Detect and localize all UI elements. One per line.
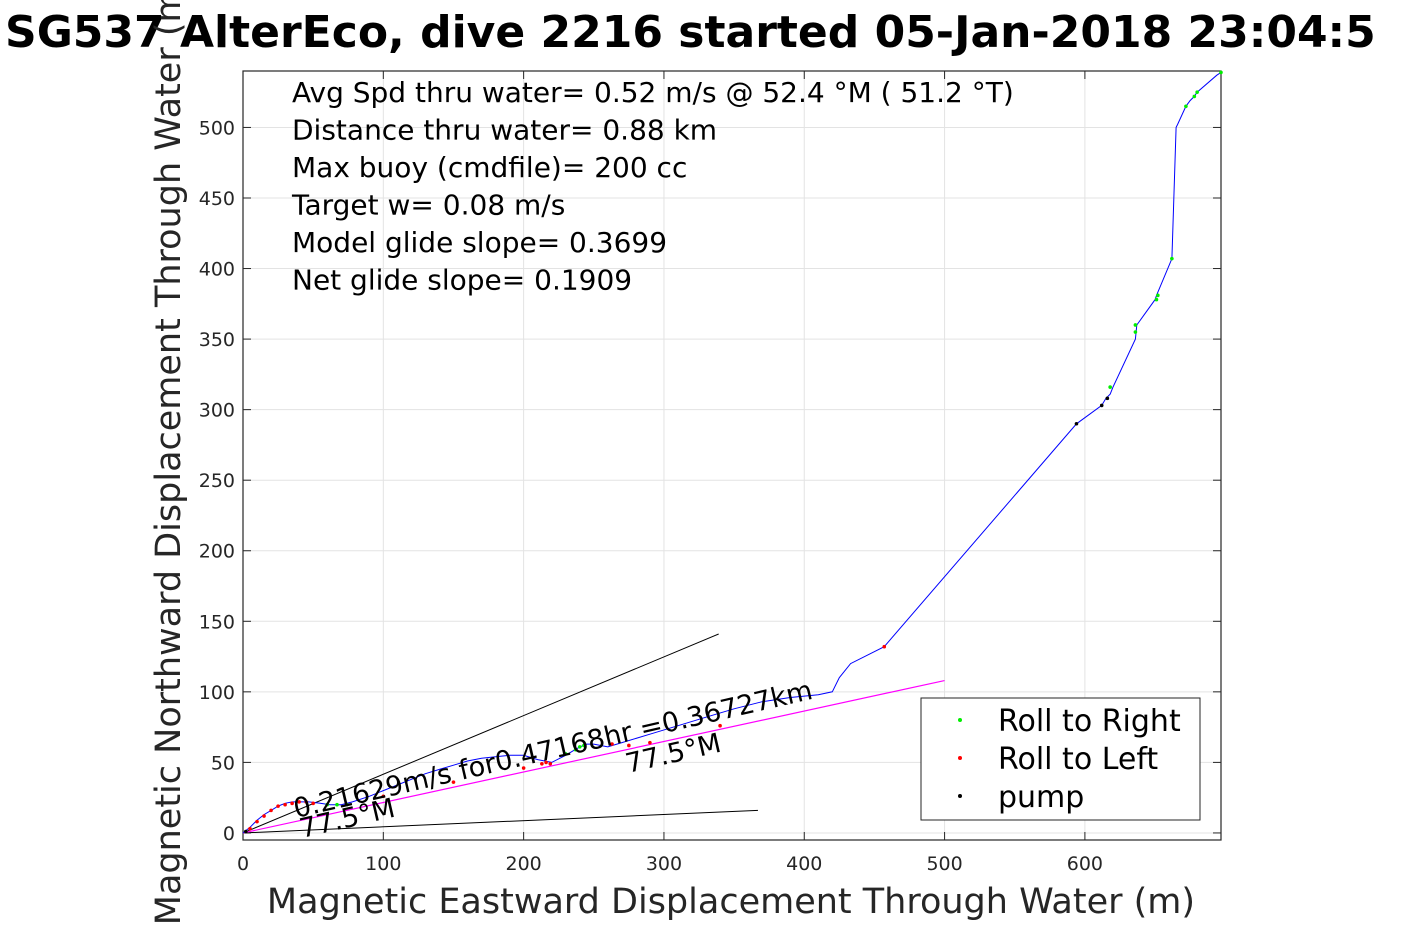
roll-right-legend-marker <box>958 718 962 722</box>
legend-label: Roll to Right <box>998 704 1181 739</box>
roll-right-point <box>345 802 349 807</box>
roll-right-point <box>1184 104 1188 109</box>
info-line: Net glide slope= 0.1909 <box>292 264 632 297</box>
guide-line <box>242 633 719 834</box>
roll-right-point <box>563 752 568 756</box>
y-tick-label: 100 <box>199 682 235 704</box>
roll-right-point <box>1195 90 1199 94</box>
y-tick-label: 200 <box>199 541 235 563</box>
roll-left-point <box>290 801 294 806</box>
roll-right-point <box>325 802 329 807</box>
info-line: Avg Spd thru water= 0.52 m/s @ 52.4 °M (… <box>292 76 1014 109</box>
roll-right-point <box>1108 385 1112 389</box>
roll-left-point <box>540 762 544 766</box>
pump-point <box>1099 403 1104 408</box>
pump-point <box>244 829 248 834</box>
x-tick-label: 500 <box>926 853 962 875</box>
roll-left-point <box>544 760 548 765</box>
roll-left-legend-marker <box>958 756 962 760</box>
roll-left-point <box>521 766 526 770</box>
roll-right-point <box>1133 323 1138 327</box>
roll-right-point <box>573 747 578 752</box>
y-axis-label: Magnetic Northward Displacement Through … <box>149 0 189 925</box>
roll-right-point <box>582 743 586 748</box>
roll-left-point <box>276 804 280 808</box>
y-tick-label: 150 <box>199 611 235 633</box>
roll-right-point <box>1170 256 1174 261</box>
roll-left-point <box>297 800 301 804</box>
x-tick-label: 400 <box>786 853 822 875</box>
axes-box <box>242 70 1222 841</box>
x-axis-label: Magnetic Eastward Displacement Through W… <box>267 882 1195 922</box>
roll-left-point <box>283 802 287 807</box>
roll-left-point <box>610 742 614 746</box>
roll-right-point <box>577 745 582 749</box>
roll-left-point <box>548 762 553 766</box>
roll-right-point <box>1219 70 1223 75</box>
x-tick-label: 0 <box>237 853 249 875</box>
y-tick-label: 350 <box>199 329 235 351</box>
x-tick-label: 300 <box>646 853 682 875</box>
y-tick-label: 300 <box>199 400 235 422</box>
pump-point <box>1074 421 1079 426</box>
axes <box>242 70 1222 841</box>
roll-left-point <box>381 794 386 799</box>
roll-left-point <box>311 801 315 806</box>
roll-left-point <box>882 644 887 649</box>
y-tick-label: 450 <box>199 188 235 210</box>
roll-right-point <box>1133 330 1138 334</box>
x-tick-label: 600 <box>1067 853 1103 875</box>
roll-left-point <box>269 808 273 813</box>
info-line: Target w= 0.08 m/s <box>291 189 565 222</box>
x-tick-label: 200 <box>505 853 541 875</box>
roll-left-point <box>451 780 456 784</box>
info-line: Distance thru water= 0.88 km <box>292 114 717 147</box>
info-line: Max buoy (cmdfile)= 200 cc <box>292 151 687 184</box>
info-text-block: Avg Spd thru water= 0.52 m/s @ 52.4 °M (… <box>291 76 1014 297</box>
guide-line <box>242 809 758 834</box>
pump-legend-marker <box>958 794 962 798</box>
legend-box <box>920 697 1201 821</box>
course-line <box>242 679 945 834</box>
y-tick-label: 50 <box>211 752 235 774</box>
roll-left-point <box>248 826 252 831</box>
roll-right-point <box>1156 293 1160 298</box>
roll-left-point <box>304 800 308 804</box>
roll-right-point <box>335 802 339 807</box>
y-tick-label: 400 <box>199 259 235 281</box>
roll-right-point <box>1154 297 1159 302</box>
x-tick-label: 100 <box>365 853 401 875</box>
roll-left-point <box>262 814 266 818</box>
roll-left-point <box>718 723 722 728</box>
roll-left-point <box>627 743 631 748</box>
roll-left-point <box>648 740 652 745</box>
roll-right-point <box>1192 94 1197 99</box>
legend-label: Roll to Left <box>998 742 1158 777</box>
track-line <box>242 71 1222 834</box>
legend-label: pump <box>998 780 1084 815</box>
y-tick-label: 250 <box>199 470 235 492</box>
pump-point <box>1105 396 1110 401</box>
info-line: Model glide slope= 0.3699 <box>292 226 667 259</box>
roll-left-point <box>255 819 259 824</box>
grid-lines <box>242 71 1221 840</box>
y-tick-label: 500 <box>199 117 235 139</box>
plot-area <box>242 70 1223 834</box>
y-tick-label: 0 <box>223 823 235 845</box>
chart-title: SG537 AlterEco, dive 2216 started 05-Jan… <box>5 7 1376 58</box>
tick-labels: 0 100 200 300 400 500 600 0 50 100 150 200 250 300 350… <box>199 117 1103 875</box>
